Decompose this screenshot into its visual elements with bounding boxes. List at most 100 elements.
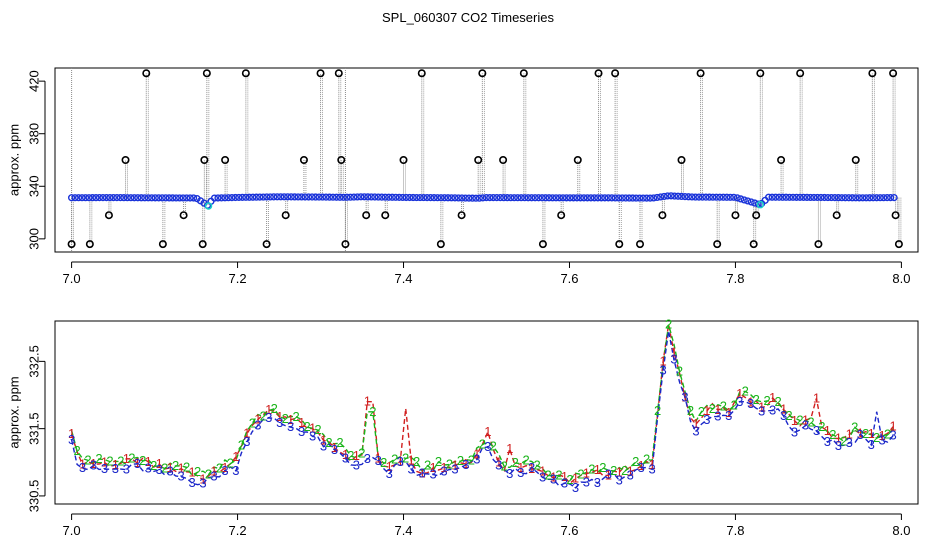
series-2-marker: 2 [818,419,825,434]
series-2-marker: 2 [84,452,91,467]
baseline-point [479,194,487,202]
series-1-marker: 1 [429,460,436,475]
bottom-y-axis: 330.5 331.5 332.5 [27,345,46,513]
series-2-marker: 2 [150,458,157,473]
spike-marker [677,156,686,165]
series-2-marker: 2 [424,458,431,473]
spike-marker [573,156,582,165]
series-2-marker: 2 [698,404,705,419]
baseline-point [824,193,832,202]
baseline-point [548,194,557,202]
baseline-point [778,193,787,201]
bottom-y-tick-label: 332.5 [27,345,42,378]
baseline-point [594,194,602,202]
baseline-point [772,193,780,201]
baseline-point [210,194,219,202]
baseline-point [106,193,114,202]
series-1-marker: 1 [824,423,831,438]
top-x-tick-label: 7.2 [229,271,247,286]
spike-marker [519,69,528,78]
series-3-marker: 3 [298,424,305,439]
spike-marker [749,240,758,249]
baseline-point [381,193,389,201]
baseline-point [887,194,895,202]
series-3-marker: 3 [276,415,283,430]
series-2-marker: 2 [194,464,201,479]
baseline-point [437,194,445,202]
series-1-marker: 1 [879,428,886,443]
series-1-marker: 1 [736,386,743,401]
series-3-marker: 3 [221,463,228,478]
baseline-point [322,193,330,201]
series-2-marker: 2 [446,457,453,472]
bottom-y-tick-label: 330.5 [27,480,42,513]
top-x-tick-label: 8.0 [892,271,910,286]
spike-marker [868,69,877,78]
baseline-point [67,194,76,202]
baseline-point [521,194,529,202]
baseline-point [859,194,867,202]
series-2-marker: 2 [643,451,650,466]
series-1-marker: 1 [714,402,721,417]
baseline-point [684,193,693,201]
baseline-point [848,194,856,202]
baseline-point [503,194,511,202]
series-1-marker: 1 [68,426,75,441]
series-2-marker: 2 [753,392,760,407]
baseline-point [880,194,888,202]
baseline-point [681,192,689,201]
spike-marker [557,211,566,220]
series-1-marker: 1 [692,416,699,431]
baseline-point [500,194,508,202]
baseline-point [670,192,679,200]
baseline-point [538,194,546,202]
series-3-marker: 3 [484,439,491,454]
series-3-marker: 3 [364,451,371,466]
series-1-marker: 1 [857,426,864,441]
spike-marker [85,240,94,249]
series-3-marker: 3 [418,466,425,481]
spike-marker [104,211,113,220]
series-1-marker: 1 [123,451,130,466]
series-1-marker: 1 [210,463,217,478]
baseline-point [430,194,438,202]
series-1-marker: 1 [616,464,623,479]
baseline-point [705,193,713,201]
baseline-point [629,194,637,202]
baseline-point [698,193,707,201]
series-3-marker: 3 [868,437,875,452]
baseline-point [535,194,543,202]
baseline-point [636,194,644,202]
baseline-point [461,194,470,202]
baseline-point [583,194,592,202]
baseline-point [817,193,825,202]
series-3-marker: 3 [758,403,765,418]
top-y-tick-label: 340 [27,175,42,197]
top-y-tick-label: 300 [27,228,42,250]
baseline-point [845,194,853,202]
series-1-marker: 1 [298,415,305,430]
top-baseline-series [67,192,898,210]
series-1-marker: 1 [539,464,546,479]
series-2-marker: 2 [238,437,245,452]
series-1-marker: 1 [287,412,294,427]
spike-marker [341,240,350,249]
baseline-point [256,193,264,201]
series-3-marker: 3 [386,466,393,481]
series-1-marker: 1 [221,460,228,475]
series-2-marker: 2 [95,451,102,466]
baseline-point [454,194,463,202]
spike-marker [142,69,151,78]
series-1-marker: 1 [780,402,787,417]
series-2-marker: 2 [468,452,475,467]
baseline-point [660,192,668,201]
series-3-marker: 3 [692,424,699,439]
series-3-marker: 3 [539,470,546,485]
baseline-point [416,193,424,202]
spike-marker [832,211,841,220]
spike-marker [241,69,250,78]
series-2-marker: 2 [731,397,738,412]
series-2-marker: 2 [205,467,212,482]
series-3-marker: 3 [331,442,338,457]
baseline-point [176,194,184,202]
